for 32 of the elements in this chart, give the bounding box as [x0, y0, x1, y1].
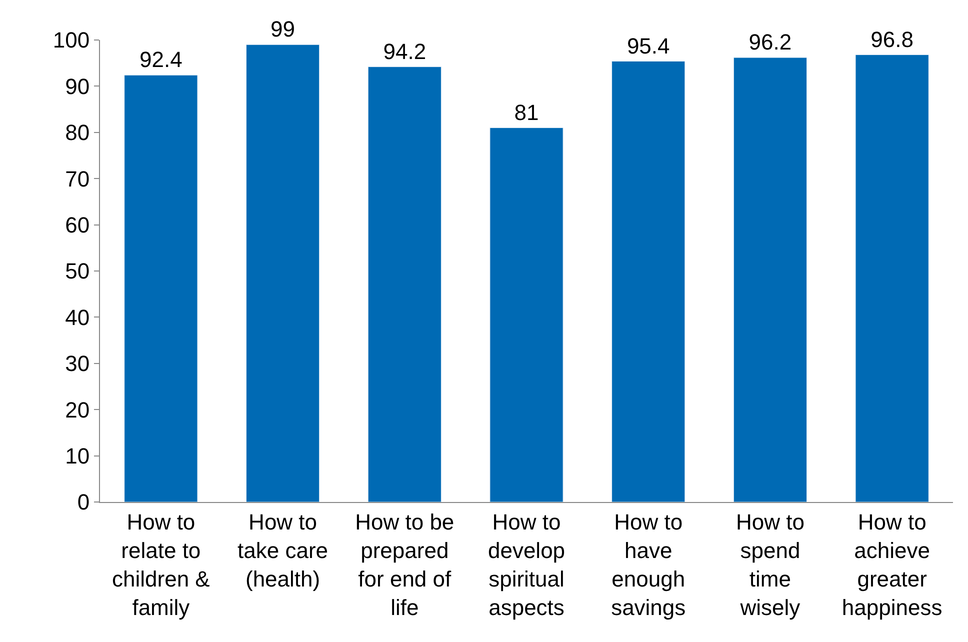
y-tick-label: 50	[65, 258, 90, 284]
data-label: 96.2	[748, 30, 792, 55]
bar	[246, 44, 320, 502]
bar	[490, 128, 564, 502]
bar	[855, 54, 929, 502]
data-label: 92.4	[140, 47, 182, 72]
bar	[733, 57, 808, 502]
y-tick-label: 70	[65, 166, 90, 192]
y-tick-label: 20	[65, 397, 90, 422]
y-tick-label: 90	[65, 74, 90, 99]
bar	[368, 66, 442, 502]
y-tick-label: 60	[65, 212, 90, 238]
data-label: 99	[270, 16, 296, 42]
x-tick-label: How to have enough savings	[611, 509, 686, 620]
x-tick-label: How to develop spiritual aspects	[488, 509, 566, 620]
data-label: 81	[514, 100, 539, 125]
y-tick-label: 100	[52, 28, 90, 53]
x-tick-label: How to achieve greater happiness	[842, 509, 942, 620]
bar	[612, 61, 686, 502]
data-label: 94.2	[383, 38, 426, 64]
y-tick-label: 40	[65, 304, 90, 330]
data-label: 95.4	[626, 33, 670, 58]
x-tick-label: How to be prepared for end of life	[355, 509, 454, 620]
x-tick-label: How to relate to children & family	[112, 509, 210, 620]
y-tick-label: 10	[65, 444, 90, 468]
y-tick-label: 0	[77, 490, 90, 515]
y-tick-label: 80	[65, 120, 90, 146]
y-tick-label: 30	[65, 351, 90, 376]
x-tick-label: How to take care (health)	[238, 509, 328, 592]
x-tick-label: How to spend time wisely	[736, 509, 804, 620]
bar	[124, 74, 198, 502]
data-label: 96.8	[870, 26, 914, 52]
